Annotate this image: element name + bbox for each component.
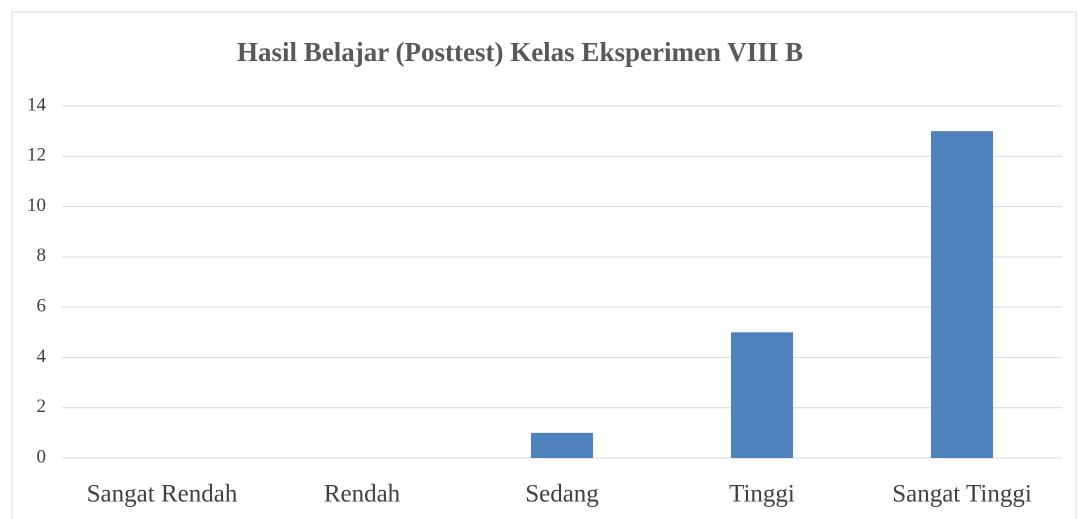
y-tick-label: 4 [37, 346, 47, 367]
chart-title: Hasil Belajar (Posttest) Kelas Eksperime… [237, 37, 803, 67]
x-tick-label: Sedang [525, 481, 599, 508]
x-tick-label: Tinggi [729, 481, 795, 508]
y-tick-label: 0 [37, 446, 47, 467]
y-tick-label: 2 [37, 396, 47, 417]
y-tick-label: 10 [27, 195, 46, 216]
y-tick-label: 14 [27, 94, 47, 115]
x-tick-label: Sangat Tinggi [892, 481, 1032, 508]
y-tick-label: 8 [37, 245, 47, 266]
bar [931, 131, 993, 458]
x-tick-label: Sangat Rendah [87, 481, 238, 508]
bar [531, 432, 593, 458]
x-tick-label: Rendah [324, 481, 401, 508]
y-tick-label: 6 [37, 296, 47, 317]
bar [731, 332, 793, 458]
y-tick-label: 12 [27, 145, 46, 166]
